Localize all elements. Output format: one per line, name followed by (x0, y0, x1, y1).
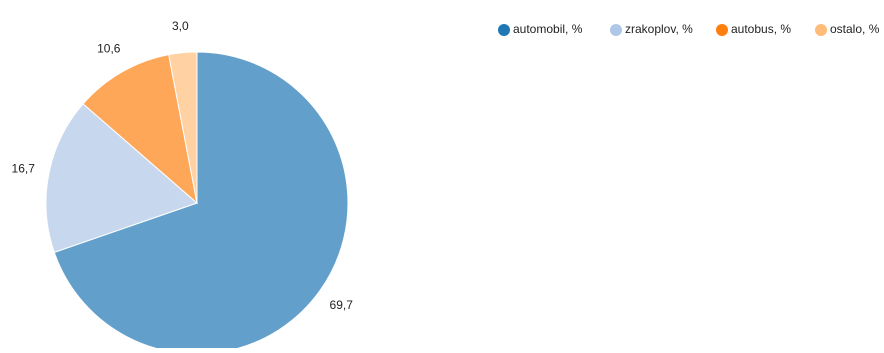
legend-label-3: ostalo, % (830, 22, 880, 36)
legend-label-1: zrakoplov, % (625, 22, 693, 36)
legend-item-2: autobus, % (716, 22, 791, 36)
legend-marker-2 (716, 24, 728, 36)
legend: automobil, % zrakoplov, % autobus, % ostalo… (498, 22, 880, 36)
legend-marker-3 (815, 24, 827, 36)
legend-marker-0 (498, 24, 510, 36)
pie-data-label-3: 3,0 (172, 19, 189, 33)
pie-data-label-2: 10,6 (97, 42, 121, 56)
pie-data-label-0: 69,7 (330, 298, 354, 312)
legend-marker-1 (610, 24, 622, 36)
legend-label-2: autobus, % (731, 22, 791, 36)
pie-data-label-1: 16,7 (12, 161, 36, 175)
legend-item-1: zrakoplov, % (610, 22, 693, 36)
pie-slices (46, 52, 348, 348)
legend-item-0: automobil, % (498, 22, 583, 36)
legend-item-3: ostalo, % (815, 22, 880, 36)
legend-label-0: automobil, % (513, 22, 583, 36)
